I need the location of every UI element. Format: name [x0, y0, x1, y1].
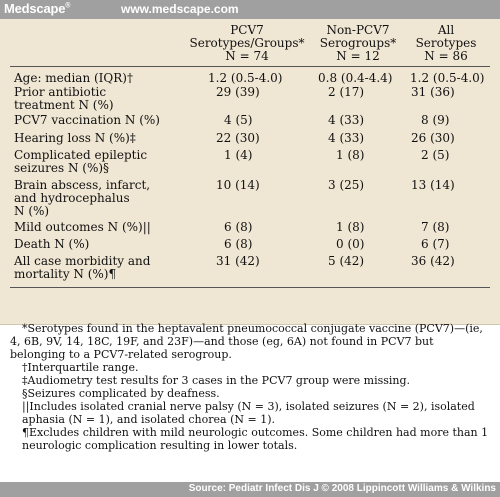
- outcomes-table: PCV7 Serotypes/Groups* N = 74 Non-PCV7 S…: [0, 19, 500, 325]
- source-bar: Source: Pediatr Infect Dis J © 2008 Lipp…: [0, 482, 500, 497]
- table-bottom-rule: [10, 287, 490, 288]
- row-value-all: 26 (30): [411, 131, 455, 145]
- row-value-pcv7: 1 (4): [224, 148, 253, 162]
- row-value-pcv7: 10 (14): [216, 178, 260, 192]
- row-value-non-pcv7: 2 (17): [328, 85, 365, 99]
- row-label: PCV7 vaccination N (%): [14, 113, 160, 127]
- row-label: Death N (%): [14, 237, 90, 251]
- row-value-all: 7 (8): [421, 220, 450, 234]
- header-divider: [10, 66, 490, 67]
- row-label: Mild outcomes N (%)||: [14, 220, 151, 234]
- row-value-non-pcv7: 4 (33): [328, 131, 365, 145]
- row-value-pcv7: 6 (8): [224, 237, 253, 251]
- row-label: Brain abscess, infarct, and hydrocephalus…: [14, 178, 151, 218]
- row-value-all: 6 (7): [421, 237, 450, 251]
- row-value-all: 2 (5): [421, 148, 450, 162]
- footnote-iqr: †Interquartile range.: [22, 361, 139, 374]
- row-value-pcv7: 4 (5): [224, 113, 253, 127]
- row-value-pcv7: 22 (30): [216, 131, 260, 145]
- row-value-non-pcv7: 5 (42): [328, 254, 365, 268]
- footnote-seizures: §Seizures complicated by deafness.: [22, 387, 220, 400]
- column-header-all: All Serotypes N = 86: [415, 23, 477, 63]
- row-value-all: 13 (14): [411, 178, 455, 192]
- row-value-non-pcv7: 3 (25): [328, 178, 365, 192]
- footnote-serotypes: *Serotypes found in the heptavalent pneu…: [10, 322, 483, 361]
- row-label: Prior antibiotic treatment N (%): [14, 85, 114, 112]
- row-value-non-pcv7: 1 (8): [336, 220, 365, 234]
- footnote-exclusions: ¶Excludes children with mild neurologic …: [22, 426, 489, 452]
- row-value-non-pcv7: 0.8 (0.4-4.4): [318, 71, 393, 85]
- row-value-pcv7: 29 (39): [216, 85, 260, 99]
- medscape-logo[interactable]: Medscape®: [4, 1, 71, 16]
- row-value-all: 31 (36): [411, 85, 455, 99]
- row-label: Hearing loss N (%)‡: [14, 131, 136, 145]
- footnote-mild-outcomes: ||Includes isolated cranial nerve palsy …: [22, 400, 475, 426]
- column-header-pcv7: PCV7 Serotypes/Groups* N = 74: [189, 23, 305, 63]
- row-value-pcv7: 6 (8): [224, 220, 253, 234]
- row-value-non-pcv7: 1 (8): [336, 148, 365, 162]
- column-header-non-pcv7: Non-PCV7 Serogroups* N = 12: [319, 23, 397, 63]
- row-value-all: 1.2 (0.5-4.0): [410, 71, 485, 85]
- row-value-all: 36 (42): [411, 254, 455, 268]
- footnotes: *Serotypes found in the heptavalent pneu…: [10, 322, 492, 452]
- source-citation: Source: Pediatr Infect Dis J © 2008 Lipp…: [188, 483, 496, 494]
- footnote-audiometry: ‡Audiometry test results for 3 cases in …: [22, 374, 411, 387]
- row-value-pcv7: 1.2 (0.5-4.0): [208, 71, 283, 85]
- row-value-non-pcv7: 0 (0): [336, 237, 365, 251]
- row-label: Complicated epileptic seizures N (%)§: [14, 148, 148, 175]
- row-value-pcv7: 31 (42): [216, 254, 260, 268]
- row-value-non-pcv7: 4 (33): [328, 113, 365, 127]
- row-label: All case morbidity and mortality N (%)¶: [14, 254, 151, 281]
- top-banner: Medscape® www.medscape.com: [0, 0, 500, 20]
- row-value-all: 8 (9): [421, 113, 450, 127]
- site-url[interactable]: www.medscape.com: [121, 2, 239, 16]
- row-label: Age: median (IQR)†: [14, 71, 133, 85]
